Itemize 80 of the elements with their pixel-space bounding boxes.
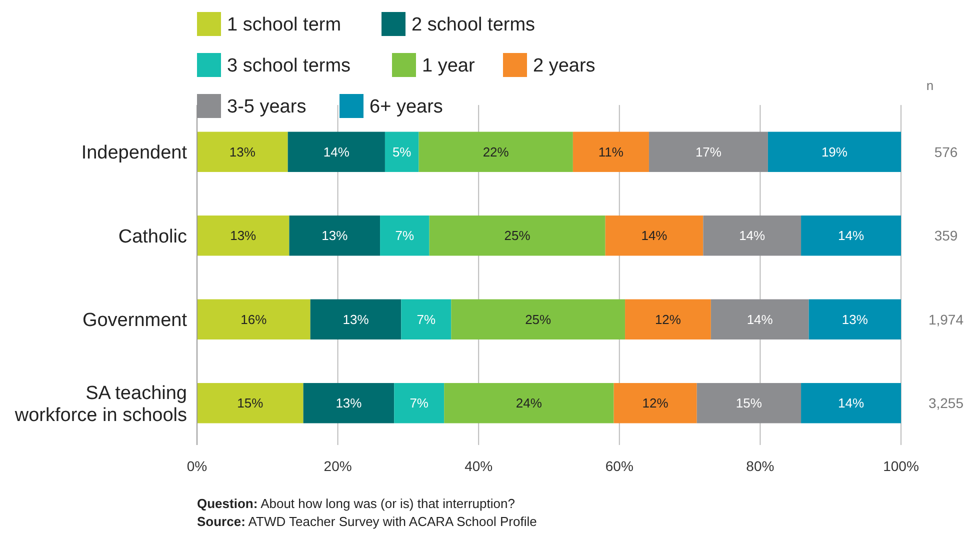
x-tick-label: 60%: [605, 458, 634, 474]
legend-label: 1 year: [422, 56, 476, 77]
data-label: 7%: [410, 396, 429, 411]
bar: [696, 383, 802, 424]
bar: [451, 299, 626, 340]
data-label: 25%: [525, 312, 552, 327]
bar: [710, 299, 809, 340]
y-tick-label: Catholic: [118, 226, 187, 248]
text: 576: [934, 144, 958, 160]
data-label: 16%: [240, 312, 268, 327]
data-label: 13%: [229, 144, 256, 160]
data-label: 5%: [392, 144, 412, 160]
bar: [625, 299, 711, 340]
data-label: 22%: [482, 144, 510, 160]
bar: [648, 132, 768, 172]
text: n: [926, 78, 934, 93]
text: Question: About how long was (or is) that interruption?: [197, 496, 515, 511]
legend-label: 3 school terms: [227, 56, 351, 77]
data-label: 13%: [842, 312, 868, 327]
y-tick-label: SA teaching workforce in schools: [14, 382, 187, 426]
bar: [197, 383, 304, 424]
x-tick-label: 80%: [746, 458, 774, 474]
data-label: 17%: [695, 144, 722, 160]
data-label: 7%: [416, 312, 436, 327]
x-tick-label: 0%: [186, 458, 208, 474]
y-tick-label: Government: [82, 310, 188, 332]
source-note: Source: ATWD Teacher Survey with ACARA School Profile: [197, 514, 537, 529]
bar: [401, 299, 452, 340]
bar: [801, 383, 901, 424]
data-label: 7%: [395, 228, 415, 244]
bar: [418, 132, 573, 172]
data-label: 12%: [654, 312, 682, 327]
y-tick-label: Independent: [81, 142, 188, 164]
text: 3,255: [928, 395, 964, 412]
text: 359: [934, 228, 958, 244]
legend-label: 2 years: [533, 56, 596, 77]
bar: [384, 132, 419, 172]
bar: [197, 216, 290, 256]
data-label: 15%: [736, 396, 762, 411]
data-label: 13%: [230, 228, 257, 244]
bar: [288, 132, 385, 172]
data-label: 14%: [641, 228, 668, 244]
bar: [614, 383, 697, 424]
data-label: 25%: [504, 228, 531, 244]
x-tick-label: 20%: [324, 458, 352, 474]
data-label: 14%: [323, 144, 350, 160]
legend-label: 3-5 years: [227, 96, 306, 118]
data-label: 13%: [336, 396, 362, 411]
data-label: 13%: [342, 312, 370, 327]
data-label: 13%: [322, 228, 348, 244]
data-label: 11%: [598, 144, 624, 160]
x-tick-label: 40%: [464, 458, 493, 474]
bar: [444, 383, 614, 424]
bar: [303, 383, 394, 424]
x-tick-label: 100%: [883, 458, 919, 474]
bar: [572, 132, 649, 172]
legend-label: 1 school term: [227, 14, 342, 36]
data-label: 24%: [516, 396, 542, 411]
bar: [289, 216, 380, 256]
bar: [801, 216, 901, 256]
data-label: 14%: [746, 312, 774, 327]
data-label: 14%: [838, 228, 864, 244]
bar: [429, 216, 606, 256]
bar: [380, 216, 430, 256]
bar: [394, 383, 444, 424]
legend-label: 2 school terms: [412, 14, 536, 36]
bar: [703, 216, 802, 256]
data-label: 14%: [739, 228, 766, 244]
bar: [197, 299, 310, 340]
bar: [808, 299, 901, 340]
data-label: 14%: [838, 396, 864, 411]
bar: [197, 132, 288, 172]
legend-label: 6+ years: [370, 96, 443, 118]
data-label: 12%: [642, 396, 669, 411]
data-label: 19%: [821, 144, 848, 160]
data-label: 15%: [237, 396, 264, 411]
bar: [310, 299, 402, 340]
bar: [605, 216, 704, 256]
bar: [768, 132, 901, 172]
text: 1,974: [928, 311, 964, 328]
